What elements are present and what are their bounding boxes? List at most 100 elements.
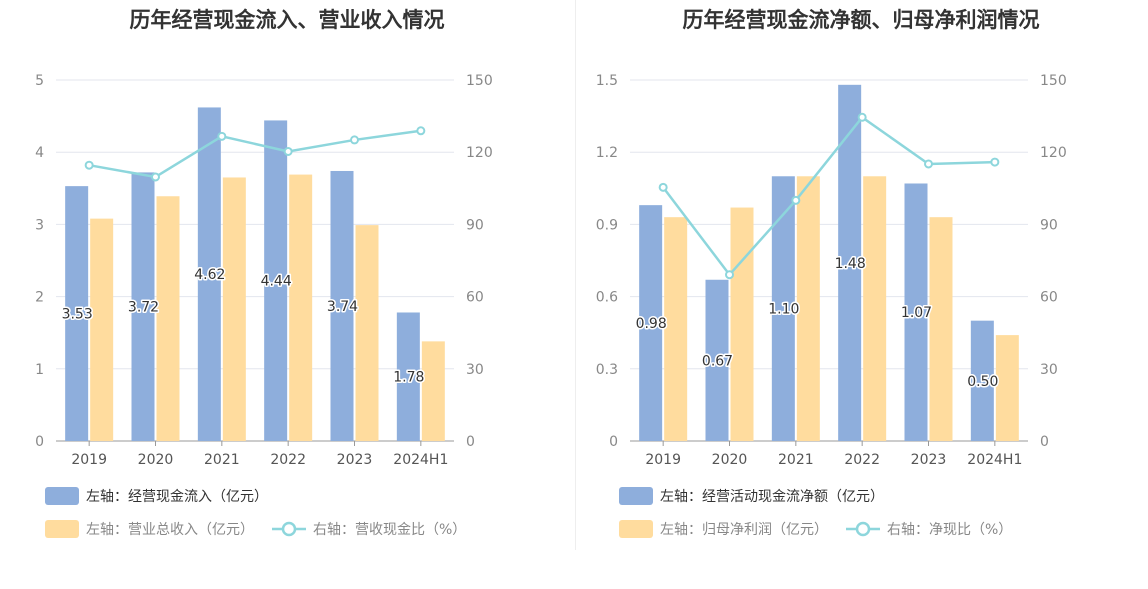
legend-item-bar: 左轴：经营现金流入（亿元） — [45, 487, 268, 505]
legend-swatch — [45, 487, 79, 505]
bar-primary — [838, 84, 862, 442]
line-point — [725, 270, 734, 280]
bar-secondary — [730, 207, 754, 441]
bar-data-label: 1.78 — [393, 370, 424, 386]
bar-secondary — [222, 177, 246, 441]
bar-primary — [65, 186, 89, 441]
bar-secondary — [421, 341, 445, 441]
bar-data-label: 0.67 — [702, 353, 733, 369]
left-axis-tick: 0.3 — [596, 362, 618, 378]
x-axis-tick-label: 2024H1 — [393, 452, 448, 468]
right-axis-tick: 60 — [1040, 290, 1058, 306]
right-axis-tick: 150 — [466, 73, 493, 89]
right-axis-tick: 150 — [1040, 73, 1067, 89]
bar-data-label: 3.74 — [327, 299, 358, 315]
legend-label: 右轴：净现比（%） — [887, 522, 1012, 538]
chart-title: 历年经营现金流入、营业收入情况 — [129, 8, 445, 32]
chart-right: 0 0 0.3 30 0.6 60 0.9 90 1.2 120 1.5 150 2019 2020 202… — [596, 73, 1067, 538]
right-axis-tick: 90 — [1040, 217, 1058, 233]
bar-data-label: 0.50 — [967, 374, 998, 390]
left-axis-tick: 1 — [35, 362, 44, 378]
line-point — [283, 146, 293, 156]
left-axis-tick: 0 — [609, 434, 618, 450]
bar-data-label: 1.48 — [835, 256, 866, 272]
chart-panel-left: 历年经营现金流入、营业收入情况 0 0 1 30 2 60 3 90 4 120 5 150 2019 2… — [35, 8, 493, 538]
right-axis-tick: 90 — [466, 217, 484, 233]
left-axis-tick: 0.9 — [596, 217, 618, 233]
right-axis-tick: 120 — [466, 145, 493, 161]
legend-label: 左轴：归母净利润（亿元） — [660, 521, 828, 538]
line-series — [88, 129, 422, 179]
left-axis-tick: 5 — [35, 73, 44, 89]
legend-label: 左轴：营业总收入（亿元） — [86, 522, 254, 538]
bar-primary — [131, 172, 155, 441]
right-axis-tick: 0 — [1040, 434, 1049, 450]
line-point — [151, 172, 160, 182]
right-axis-tick: 30 — [1040, 362, 1058, 378]
bar-primary — [396, 312, 420, 441]
left-axis-tick: 0.6 — [596, 290, 618, 306]
bar-data-label: 3.72 — [128, 300, 159, 316]
legend-item-bar: 左轴：归母净利润（亿元） — [619, 520, 828, 538]
line-point — [658, 182, 668, 192]
chart-title: 历年经营现金流净额、归母净利润情况 — [682, 8, 1040, 32]
x-axis-tick-label: 2019 — [71, 452, 107, 468]
legend-swatch — [45, 520, 79, 538]
line-point — [791, 195, 801, 205]
bar-primary — [264, 120, 288, 441]
bar-primary — [771, 176, 795, 441]
bar-secondary — [796, 176, 820, 441]
bar-secondary — [664, 217, 688, 441]
left-axis-tick: 1.5 — [596, 73, 618, 89]
legend-label: 右轴：营收现金比（%） — [313, 522, 466, 538]
right-axis-tick: 30 — [466, 362, 484, 378]
line-point — [857, 112, 867, 122]
bar-secondary — [929, 217, 953, 441]
bar-primary — [639, 205, 663, 441]
line-point — [924, 159, 933, 169]
x-axis-tick-label: 2020 — [712, 452, 748, 468]
line-series — [662, 115, 995, 277]
left-axis-tick: 3 — [35, 217, 44, 233]
bar-data-label: 1.07 — [901, 305, 932, 321]
x-axis-tick-label: 2022 — [844, 452, 880, 468]
left-axis-tick: 1.2 — [596, 145, 618, 161]
line-point — [416, 126, 426, 136]
line-point — [84, 160, 94, 170]
legend-label: 左轴：经营现金流入（亿元） — [86, 489, 268, 505]
left-axis-tick: 0 — [35, 434, 44, 450]
chart-panel-right: 历年经营现金流净额、归母净利润情况 0 0 0.3 30 0.6 60 0.9 90 1.2 12… — [574, 0, 1148, 589]
legend-marker — [855, 521, 871, 537]
chart-left: 0 0 1 30 2 60 3 90 4 120 5 150 2019 2020 2021 2022 2023 2… — [35, 73, 493, 538]
right-axis-tick: 120 — [1040, 145, 1067, 161]
legend-item-bar: 左轴：营业总收入（亿元） — [45, 520, 254, 538]
line-point — [217, 131, 227, 141]
bar-secondary — [355, 225, 379, 441]
x-axis-tick-label: 2019 — [645, 452, 681, 468]
x-axis-tick-label: 2020 — [138, 452, 174, 468]
bar-data-label: 1.10 — [768, 302, 799, 318]
bar-secondary — [863, 176, 887, 441]
bar-data-label: 0.98 — [636, 316, 667, 332]
left-axis-tick: 2 — [35, 290, 44, 306]
bar-primary — [197, 107, 221, 441]
bar-secondary — [289, 174, 313, 441]
line-point — [990, 157, 1000, 167]
bar-data-label: 4.44 — [261, 274, 292, 290]
bar-primary — [705, 279, 729, 441]
legend-item-line: 右轴：净现比（%） — [846, 521, 1012, 538]
x-axis-tick-label: 2021 — [778, 452, 814, 468]
right-axis-tick: 0 — [466, 434, 475, 450]
legend-marker — [281, 521, 297, 537]
left-axis-tick: 4 — [35, 145, 44, 161]
right-axis-tick: 60 — [466, 290, 484, 306]
bar-data-label: 3.53 — [62, 307, 93, 323]
x-axis-tick-label: 2023 — [337, 452, 373, 468]
bar-secondary — [995, 335, 1019, 441]
panel-divider — [575, 0, 576, 550]
bar-primary — [970, 320, 994, 441]
bar-secondary — [156, 196, 180, 441]
bar-primary — [330, 170, 354, 442]
x-axis-tick-label: 2021 — [204, 452, 240, 468]
legend-item-bar: 左轴：经营活动现金流净额（亿元） — [619, 487, 884, 505]
